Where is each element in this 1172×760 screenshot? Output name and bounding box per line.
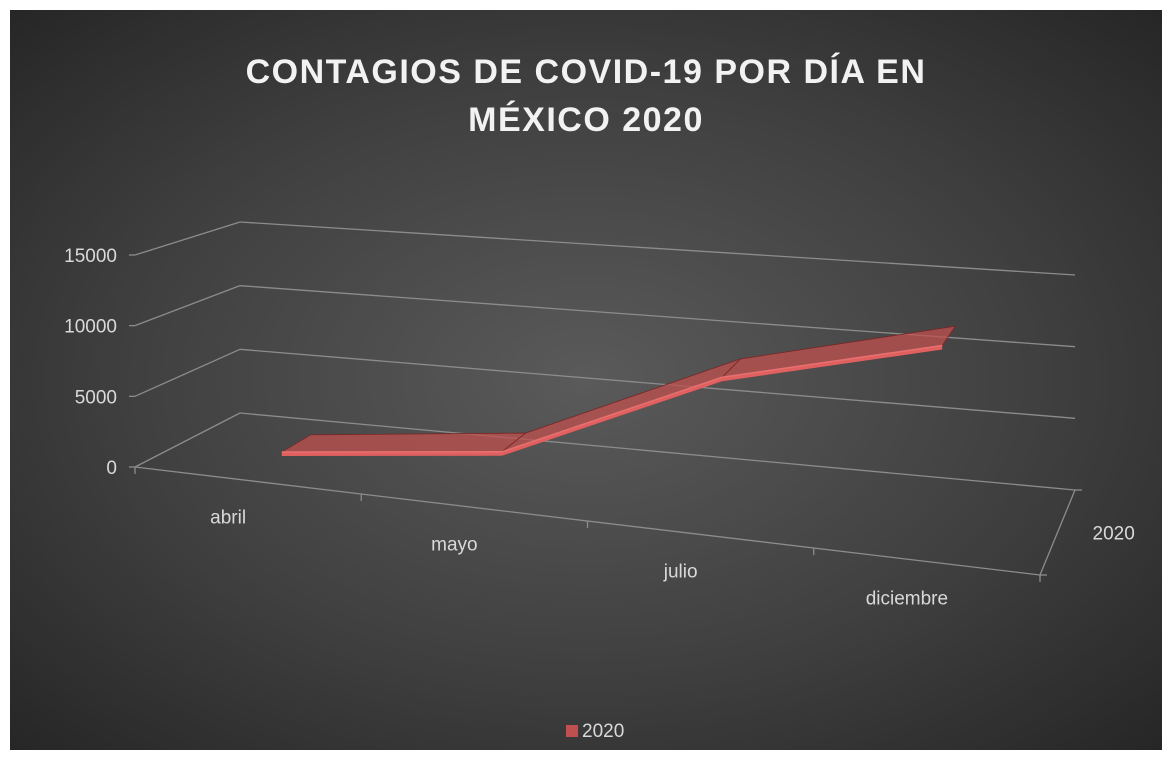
y-tick-label: 10000 <box>64 317 117 338</box>
grid-line <box>134 412 241 468</box>
series-line <box>281 344 943 453</box>
legend-label: 2020 <box>582 721 624 742</box>
ribbon-front <box>281 451 502 456</box>
chart-area: 0 5000 10000 15000 abril mayo julio diciembre 20… <box>10 10 1162 750</box>
x-tick-label: diciembre <box>866 589 948 610</box>
grid-line <box>239 221 1076 276</box>
legend-swatch <box>566 725 578 737</box>
grid-line <box>134 348 241 397</box>
ribbon-top <box>280 432 527 453</box>
ribbon-top <box>501 358 741 453</box>
x-tick-label: julio <box>663 562 698 583</box>
y-tick-label: 15000 <box>64 246 117 267</box>
grid-line <box>134 285 241 327</box>
ribbon-front <box>501 377 723 456</box>
chart-title: CONTAGIOS DE COVID-19 POR DÍA EN MÉXICO … <box>245 53 927 139</box>
x-tick-label: mayo <box>431 535 477 556</box>
grid-line <box>239 412 1076 491</box>
grid-line <box>239 348 1076 419</box>
ribbon-front <box>722 345 943 382</box>
grid-line <box>239 285 1076 348</box>
grid-line <box>134 221 241 256</box>
y-tick-label: 0 <box>106 458 117 479</box>
x-tick-label: abril <box>210 508 246 529</box>
depth-label: 2020 <box>1093 524 1135 545</box>
y-tick-label: 5000 <box>75 387 117 408</box>
chart: 0 5000 10000 15000 abril mayo julio diciembre 20… <box>64 221 1135 742</box>
depth-axis <box>1039 489 1076 576</box>
